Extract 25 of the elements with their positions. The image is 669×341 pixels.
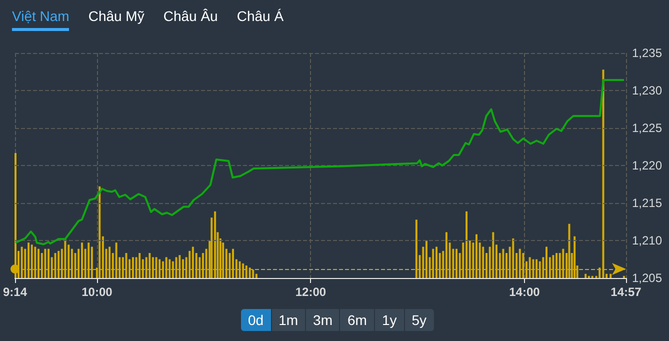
text: Việt Nam <box>12 8 70 31</box>
y-tick-label: 1,205 <box>632 271 662 285</box>
text: Châu Mỹ <box>88 8 144 26</box>
text: 1m <box>272 309 306 331</box>
y-tick-label: 1,220 <box>632 158 662 172</box>
text: 5y <box>404 309 434 331</box>
text: 1y <box>374 309 404 331</box>
x-tick-label: 14:57 <box>610 285 642 299</box>
y-tick-label: 1,215 <box>632 196 662 210</box>
bar <box>255 274 258 278</box>
y-tick-label: 1,235 <box>632 46 662 60</box>
bar <box>584 274 587 278</box>
text: 3m <box>306 309 340 331</box>
y-tick-label: 1,230 <box>632 84 662 98</box>
x-tick-label: 14:00 <box>509 285 540 299</box>
y-tick-label: 1,225 <box>632 121 662 135</box>
x-tick-label: 12:00 <box>295 285 326 299</box>
x-tick-label: 10:00 <box>82 285 113 299</box>
text: 0d <box>241 309 271 331</box>
line-series <box>14 79 625 246</box>
x-tick-label: 9:14 <box>2 285 28 299</box>
y-tick-label: 1,210 <box>632 234 662 248</box>
text: Châu Á <box>236 8 284 26</box>
text: Châu Âu <box>163 8 218 26</box>
text: 6m <box>340 309 374 331</box>
